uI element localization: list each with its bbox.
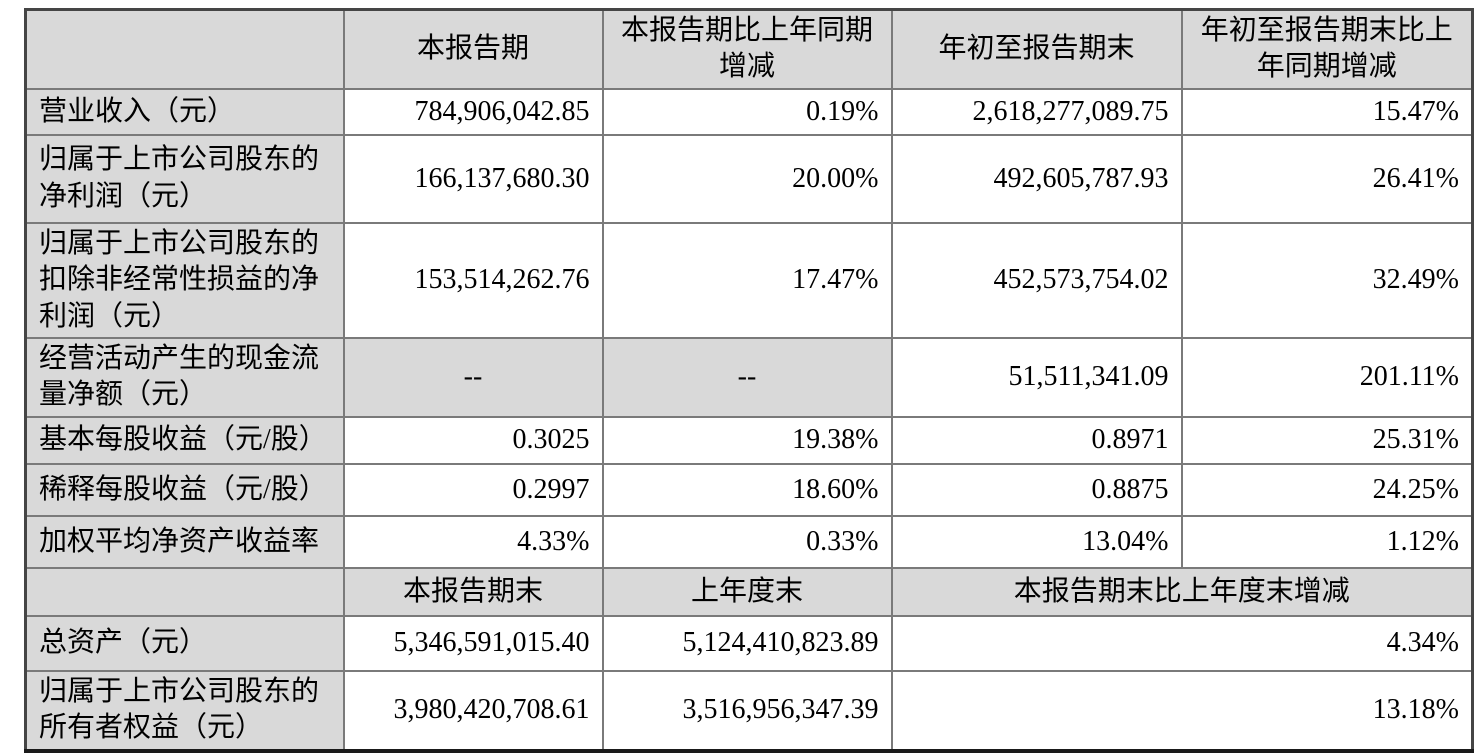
cell-ytd: 492,605,787.93 [890,133,1183,224]
cell-current-period: 153,514,262.76 [342,221,604,339]
cell-ytd: 51,511,341.09 [890,336,1183,418]
row-label: 归属于上市公司股东的 扣除非经常性损益的净 利润（元） [24,221,345,339]
cell-prior-year-end: 3,516,956,347.39 [601,669,893,752]
cell-period-end: 3,980,420,708.61 [342,669,604,752]
header-period-end-vs-prior-year-end: 本报告期末比上年度末增减 [890,566,1474,617]
cell-ytd-yoy: 1.12% [1180,514,1474,569]
row-label: 稀释每股收益（元/股） [24,462,345,517]
cell-current-period: 0.2997 [342,462,604,517]
cell-current-period: 0.3025 [342,415,604,465]
cell-ytd: 13.04% [890,514,1183,569]
period-header-row: 本报告期 本报告期比上年同期 增减 年初至报告期末 年初至报告期末比上 年同期增… [24,8,1474,90]
cell-ytd-yoy: 201.11% [1180,336,1474,418]
cell-ytd: 0.8971 [890,415,1183,465]
header-blank-cell [24,566,345,617]
cell-change: 13.18% [890,669,1474,752]
table-row-net-profit: 归属于上市公司股东的 净利润（元） 166,137,680.30 20.00% … [24,133,1474,224]
cell-current-period: 784,906,042.85 [342,87,604,136]
cell-ytd-yoy: 26.41% [1180,133,1474,224]
table-row-equity-attributable-to-shareholders: 归属于上市公司股东的 所有者权益（元） 3,980,420,708.61 3,5… [24,669,1474,752]
cell-current-period-yoy: 19.38% [601,415,893,465]
table-row-weighted-average-roe: 加权平均净资产收益率 4.33% 0.33% 13.04% 1.12% [24,514,1474,569]
header-current-period: 本报告期 [342,8,604,90]
row-label: 经营活动产生的现金流 量净额（元） [24,336,345,418]
cell-prior-year-end: 5,124,410,823.89 [601,614,893,672]
header-current-period-yoy: 本报告期比上年同期 增减 [601,8,893,90]
cell-current-period-yoy: 18.60% [601,462,893,517]
row-label: 加权平均净资产收益率 [24,514,345,569]
header-blank-cell [24,8,345,90]
cell-ytd-yoy: 32.49% [1180,221,1474,339]
header-ytd: 年初至报告期末 [890,8,1183,90]
cell-ytd: 2,618,277,089.75 [890,87,1183,136]
row-label: 总资产（元） [24,614,345,672]
cell-current-period: -- [342,336,604,418]
table-row-operating-revenue: 营业收入（元） 784,906,042.85 0.19% 2,618,277,0… [24,87,1474,136]
row-label: 基本每股收益（元/股） [24,415,345,465]
cell-current-period: 166,137,680.30 [342,133,604,224]
cell-change: 4.34% [890,614,1474,672]
table-row-net-profit-excl-nonrecurring: 归属于上市公司股东的 扣除非经常性损益的净 利润（元） 153,514,262.… [24,221,1474,339]
cell-period-end: 5,346,591,015.40 [342,614,604,672]
cell-current-period-yoy: 0.33% [601,514,893,569]
table-row-diluted-eps: 稀释每股收益（元/股） 0.2997 18.60% 0.8875 24.25% [24,462,1474,517]
cell-current-period-yoy: 17.47% [601,221,893,339]
cell-ytd-yoy: 25.31% [1180,415,1474,465]
cell-ytd: 452,573,754.02 [890,221,1183,339]
cell-ytd: 0.8875 [890,462,1183,517]
row-label: 归属于上市公司股东的 所有者权益（元） [24,669,345,752]
financial-summary-table: 本报告期 本报告期比上年同期 增减 年初至报告期末 年初至报告期末比上 年同期增… [24,8,1474,753]
table-row-operating-cash-flow: 经营活动产生的现金流 量净额（元） -- -- 51,511,341.09 20… [24,336,1474,418]
cell-current-period-yoy: 20.00% [601,133,893,224]
cell-current-period-yoy: -- [601,336,893,418]
table-row-basic-eps: 基本每股收益（元/股） 0.3025 19.38% 0.8971 25.31% [24,415,1474,465]
period-end-header-row: 本报告期末 上年度末 本报告期末比上年度末增减 [24,566,1474,617]
header-prior-year-end: 上年度末 [601,566,893,617]
header-ytd-yoy: 年初至报告期末比上 年同期增减 [1180,8,1474,90]
cell-ytd-yoy: 24.25% [1180,462,1474,517]
row-label: 归属于上市公司股东的 净利润（元） [24,133,345,224]
table-row-total-assets: 总资产（元） 5,346,591,015.40 5,124,410,823.89… [24,614,1474,672]
cell-current-period: 4.33% [342,514,604,569]
cell-ytd-yoy: 15.47% [1180,87,1474,136]
header-period-end: 本报告期末 [342,566,604,617]
row-label: 营业收入（元） [24,87,345,136]
cell-current-period-yoy: 0.19% [601,87,893,136]
